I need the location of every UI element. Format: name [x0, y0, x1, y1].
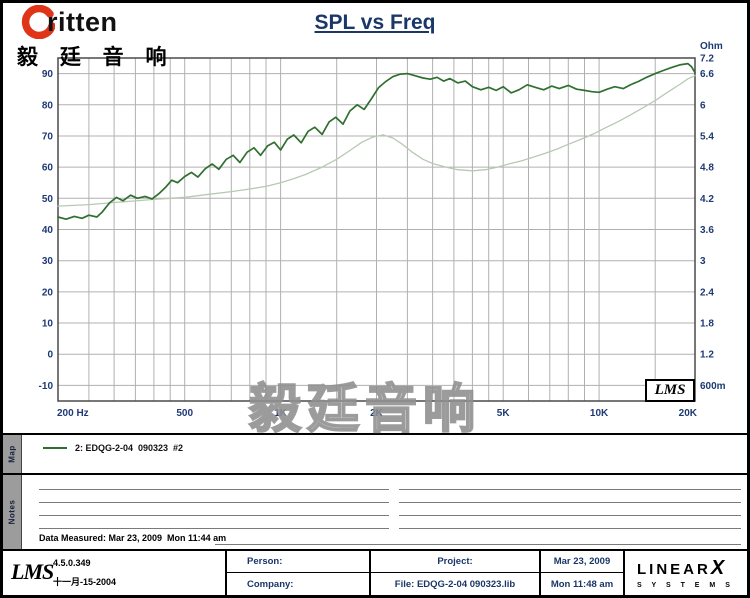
notes-side-strip: Notes	[3, 475, 22, 549]
map-section-label: Map	[7, 445, 17, 463]
footer-datetime-cell: Mar 23, 2009 Mon 11:48 am	[541, 551, 625, 595]
spl-vs-freq-chart: 90 80 70 60 50 40 30 20 10 0 -10 7.2 6.6 6 5.4 4.8 4.2 3.…	[39, 41, 726, 419]
svg-text:3.6: 3.6	[700, 225, 714, 236]
logo-chinese-text: 毅 廷 音 响	[17, 46, 175, 69]
legend-line	[43, 447, 67, 449]
plot-border	[57, 57, 696, 402]
svg-text:90: 90	[42, 69, 54, 80]
software-version-date: 十一月-15-2004	[53, 577, 117, 587]
svg-text:40: 40	[42, 225, 54, 236]
file-label: File: EDQG-2-04 090323.lib	[394, 578, 516, 590]
svg-text:4.2: 4.2	[700, 194, 714, 205]
notes-rule-line	[39, 528, 389, 529]
watermark-text: 毅廷音响	[248, 380, 482, 440]
svg-text:3: 3	[700, 256, 706, 267]
svg-text:1.2: 1.2	[700, 350, 714, 361]
notes-rule-line	[39, 489, 389, 490]
footer-brand-cell: LINEARX S Y S T E M S	[625, 551, 747, 595]
notes-rule-line	[399, 489, 741, 490]
person-label: Person:	[227, 551, 369, 573]
svg-text:Ohm: Ohm	[700, 41, 723, 52]
svg-text:80: 80	[42, 100, 54, 111]
chart-grid	[58, 58, 696, 401]
measurement-time: Mon 11:48 am	[550, 578, 614, 590]
footer-person-cell: Person: Company:	[227, 551, 371, 595]
footer-version-cell: LMS 4.5.0.349 十一月-15-2004	[3, 551, 227, 595]
svg-text:20K: 20K	[679, 408, 698, 419]
svg-text:6: 6	[700, 100, 706, 111]
notes-section-label: Notes	[7, 499, 17, 525]
svg-text:5K: 5K	[497, 408, 511, 419]
svg-text:30: 30	[42, 256, 54, 267]
svg-text:2K: 2K	[370, 408, 384, 419]
legend-row: 2: EDQG-2-04 090323 #2	[43, 443, 183, 453]
svg-text:500: 500	[176, 408, 193, 419]
map-section: Map 2: EDQG-2-04 090323 #2	[3, 433, 747, 475]
project-label: Project:	[371, 551, 539, 573]
software-version: 4.5.0.349	[53, 558, 91, 568]
svg-text:20: 20	[42, 287, 54, 298]
company-logo: ritten	[19, 4, 118, 40]
svg-text:70: 70	[42, 132, 54, 143]
brand-x: X	[710, 557, 725, 579]
notes-section: Notes Data Measured: Mar 23, 2009 Mon 11…	[3, 475, 747, 551]
svg-text:7.2: 7.2	[700, 54, 714, 65]
svg-text:60: 60	[42, 163, 54, 174]
map-side-strip: Map	[3, 435, 22, 473]
svg-text:0: 0	[47, 350, 53, 361]
linearx-logo: LINEARX S Y S T E M S	[637, 557, 734, 589]
svg-text:1.8: 1.8	[700, 319, 714, 330]
chart-region: 90 80 70 60 50 40 30 20 10 0 -10 7.2 6.6 6 5.4 4.8 4.2 3.…	[3, 41, 747, 440]
svg-text:4.8: 4.8	[700, 163, 714, 174]
data-measured-text: Data Measured: Mar 23, 2009 Mon 11:44 am	[39, 533, 227, 543]
spl-curve	[57, 62, 696, 221]
notes-rule-line	[39, 515, 389, 516]
svg-text:6.6: 6.6	[700, 69, 714, 80]
impedance-curve	[57, 75, 696, 207]
svg-text:10K: 10K	[590, 408, 609, 419]
measurement-date: Mar 23, 2009	[541, 551, 623, 573]
brand-linear: LINEAR	[637, 561, 711, 578]
notes-rule-line	[215, 544, 741, 545]
footer-project-cell: Project: File: EDQG-2-04 090323.lib	[371, 551, 541, 595]
notes-rule-line	[399, 502, 741, 503]
svg-text:5.4: 5.4	[700, 132, 714, 143]
svg-text:10: 10	[42, 319, 54, 330]
notes-rule-line	[399, 515, 741, 516]
svg-text:50: 50	[42, 194, 54, 205]
notes-rule-line	[39, 502, 389, 503]
logo-text: ritten	[47, 6, 118, 37]
lms-chart-badge: LMS	[645, 379, 695, 402]
svg-text:600m: 600m	[700, 381, 726, 392]
logo-swoosh-icon	[21, 5, 55, 39]
axis-tick-labels: 90 80 70 60 50 40 30 20 10 0 -10 7.2 6.6 6 5.4 4.8 4.2 3.…	[39, 41, 726, 419]
brand-systems: S Y S T E M S	[637, 582, 734, 589]
svg-text:-10: -10	[39, 381, 54, 392]
company-label: Company:	[247, 578, 294, 590]
svg-text:2.4: 2.4	[700, 287, 714, 298]
footer-bar: LMS 4.5.0.349 十一月-15-2004 Person: Compan…	[3, 551, 747, 595]
svg-text:200 Hz: 200 Hz	[57, 408, 89, 419]
page-title: SPL vs Freq	[314, 11, 436, 34]
legend-text: 2: EDQG-2-04 090323 #2	[75, 443, 184, 453]
svg-text:1K: 1K	[274, 408, 288, 419]
lms-footer-logo: LMS	[11, 559, 54, 584]
notes-rule-line	[399, 528, 741, 529]
